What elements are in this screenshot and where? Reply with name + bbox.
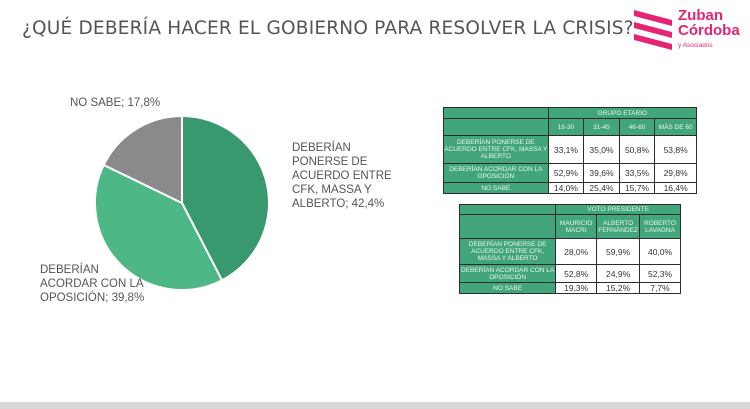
table-cell: 52,8% xyxy=(555,264,598,283)
table-row: NO SABE 19,3% 15,2% 7,7% xyxy=(458,282,681,294)
column-header: 46-60 xyxy=(618,118,656,136)
table-corner xyxy=(443,107,549,119)
table-cell: 24,9% xyxy=(596,264,641,283)
table-cell: 53,8% xyxy=(654,135,697,164)
pie-label-ponerse: DEBERÍAN PONERSE DE ACUERDO ENTRE CFK, M… xyxy=(292,142,392,210)
table-cell: 14,0% xyxy=(547,182,585,194)
table-group-header: VOTO PRESIDENTE xyxy=(555,204,681,215)
column-header: ALBERTO FERNÁNDEZ xyxy=(596,214,641,239)
row-label: DEBERÍAN ACORDAR CON LA OPOSICIÓN xyxy=(458,264,557,283)
row-label: DEBERÍAN PONERSE DE ACUERDO ENTRE CFK, M… xyxy=(443,135,549,164)
row-label: NO SABE xyxy=(458,282,557,294)
logo-line2: Córdoba xyxy=(678,22,740,39)
pie-label-no-sabe: NO SABE; 17,8% xyxy=(70,97,161,109)
table-cell: 29,8% xyxy=(654,163,697,183)
table-corner xyxy=(458,204,557,215)
column-header: 16-30 xyxy=(547,118,585,136)
table-cell: 33,1% xyxy=(547,135,585,164)
page-title: ¿QUÉ DEBERÍA HACER EL GOBIERNO PARA RESO… xyxy=(22,18,634,39)
logo-text: Zuban Córdoba xyxy=(678,8,740,38)
table-cell: 25,4% xyxy=(583,182,620,194)
table-row: NO SABE 14,0% 25,4% 15,7% 16,4% xyxy=(443,182,697,194)
column-header: 31-45 xyxy=(583,118,620,136)
logo-line1: Zuban xyxy=(678,7,723,24)
table-row: DEBERÍAN ACORDAR CON LA OPOSICIÓN 52,8% … xyxy=(458,264,681,283)
table-cell: 19,3% xyxy=(555,282,598,294)
pie-chart xyxy=(92,103,272,303)
table-cell: 39,6% xyxy=(583,163,620,183)
table-vote: VOTO PRESIDENTE MAURICIO MACRI ALBERTO F… xyxy=(458,204,681,294)
table-corner xyxy=(458,214,557,239)
pie-slice-no-sabe xyxy=(102,114,183,205)
table-cell: 40,0% xyxy=(639,238,681,265)
table-cell: 52,9% xyxy=(547,163,585,183)
table-age-group: GRUPO ETARIO 16-30 31-45 46-60 MÁS DE 60… xyxy=(443,107,698,194)
table-cell: 28,0% xyxy=(555,238,598,265)
column-header: MAURICIO MACRI xyxy=(555,214,598,239)
table-group-header: GRUPO ETARIO xyxy=(547,107,698,119)
row-label: DEBERÍAN PONERSE DE ACUERDO ENTRE CFK, M… xyxy=(458,238,557,265)
table-cell: 7,7% xyxy=(639,282,681,294)
table-row: DEBERÍAN PONERSE DE ACUERDO ENTRE CFK, M… xyxy=(443,135,697,164)
logo-mark-icon xyxy=(634,10,672,50)
table-cell: 16,4% xyxy=(654,182,697,194)
logo-subtitle: y Asociados xyxy=(678,42,713,49)
pie-label-acordar: DEBERÍAN ACORDAR CON LA OPOSICIÓN; 39,8% xyxy=(40,264,145,304)
table-cell: 33,5% xyxy=(618,163,656,183)
table-cell: 15,7% xyxy=(618,182,656,194)
pie-slice-ponerse xyxy=(181,114,270,282)
pie-svg xyxy=(94,114,270,291)
bottom-bar xyxy=(0,402,750,409)
brand-logo: Zuban Córdoba y Asociados xyxy=(632,6,750,58)
table-corner xyxy=(443,118,549,136)
table-cell: 52,3% xyxy=(639,264,681,283)
table-cell: 35,0% xyxy=(583,135,620,164)
column-header: ROBERTO LAVAGNA xyxy=(639,214,681,239)
row-label: DEBERÍAN ACORDAR CON LA OPOSICIÓN xyxy=(443,163,549,183)
table-cell: 59,9% xyxy=(596,238,641,265)
table-cell: 15,2% xyxy=(596,282,641,294)
pie-slice-acordar xyxy=(94,163,224,291)
column-header: MÁS DE 60 xyxy=(654,118,697,136)
table-row: DEBERÍAN ACORDAR CON LA OPOSICIÓN 52,9% … xyxy=(443,163,697,183)
table-row: DEBERÍAN PONERSE DE ACUERDO ENTRE CFK, M… xyxy=(458,238,681,265)
table-cell: 50,8% xyxy=(618,135,656,164)
row-label: NO SABE xyxy=(443,182,549,194)
